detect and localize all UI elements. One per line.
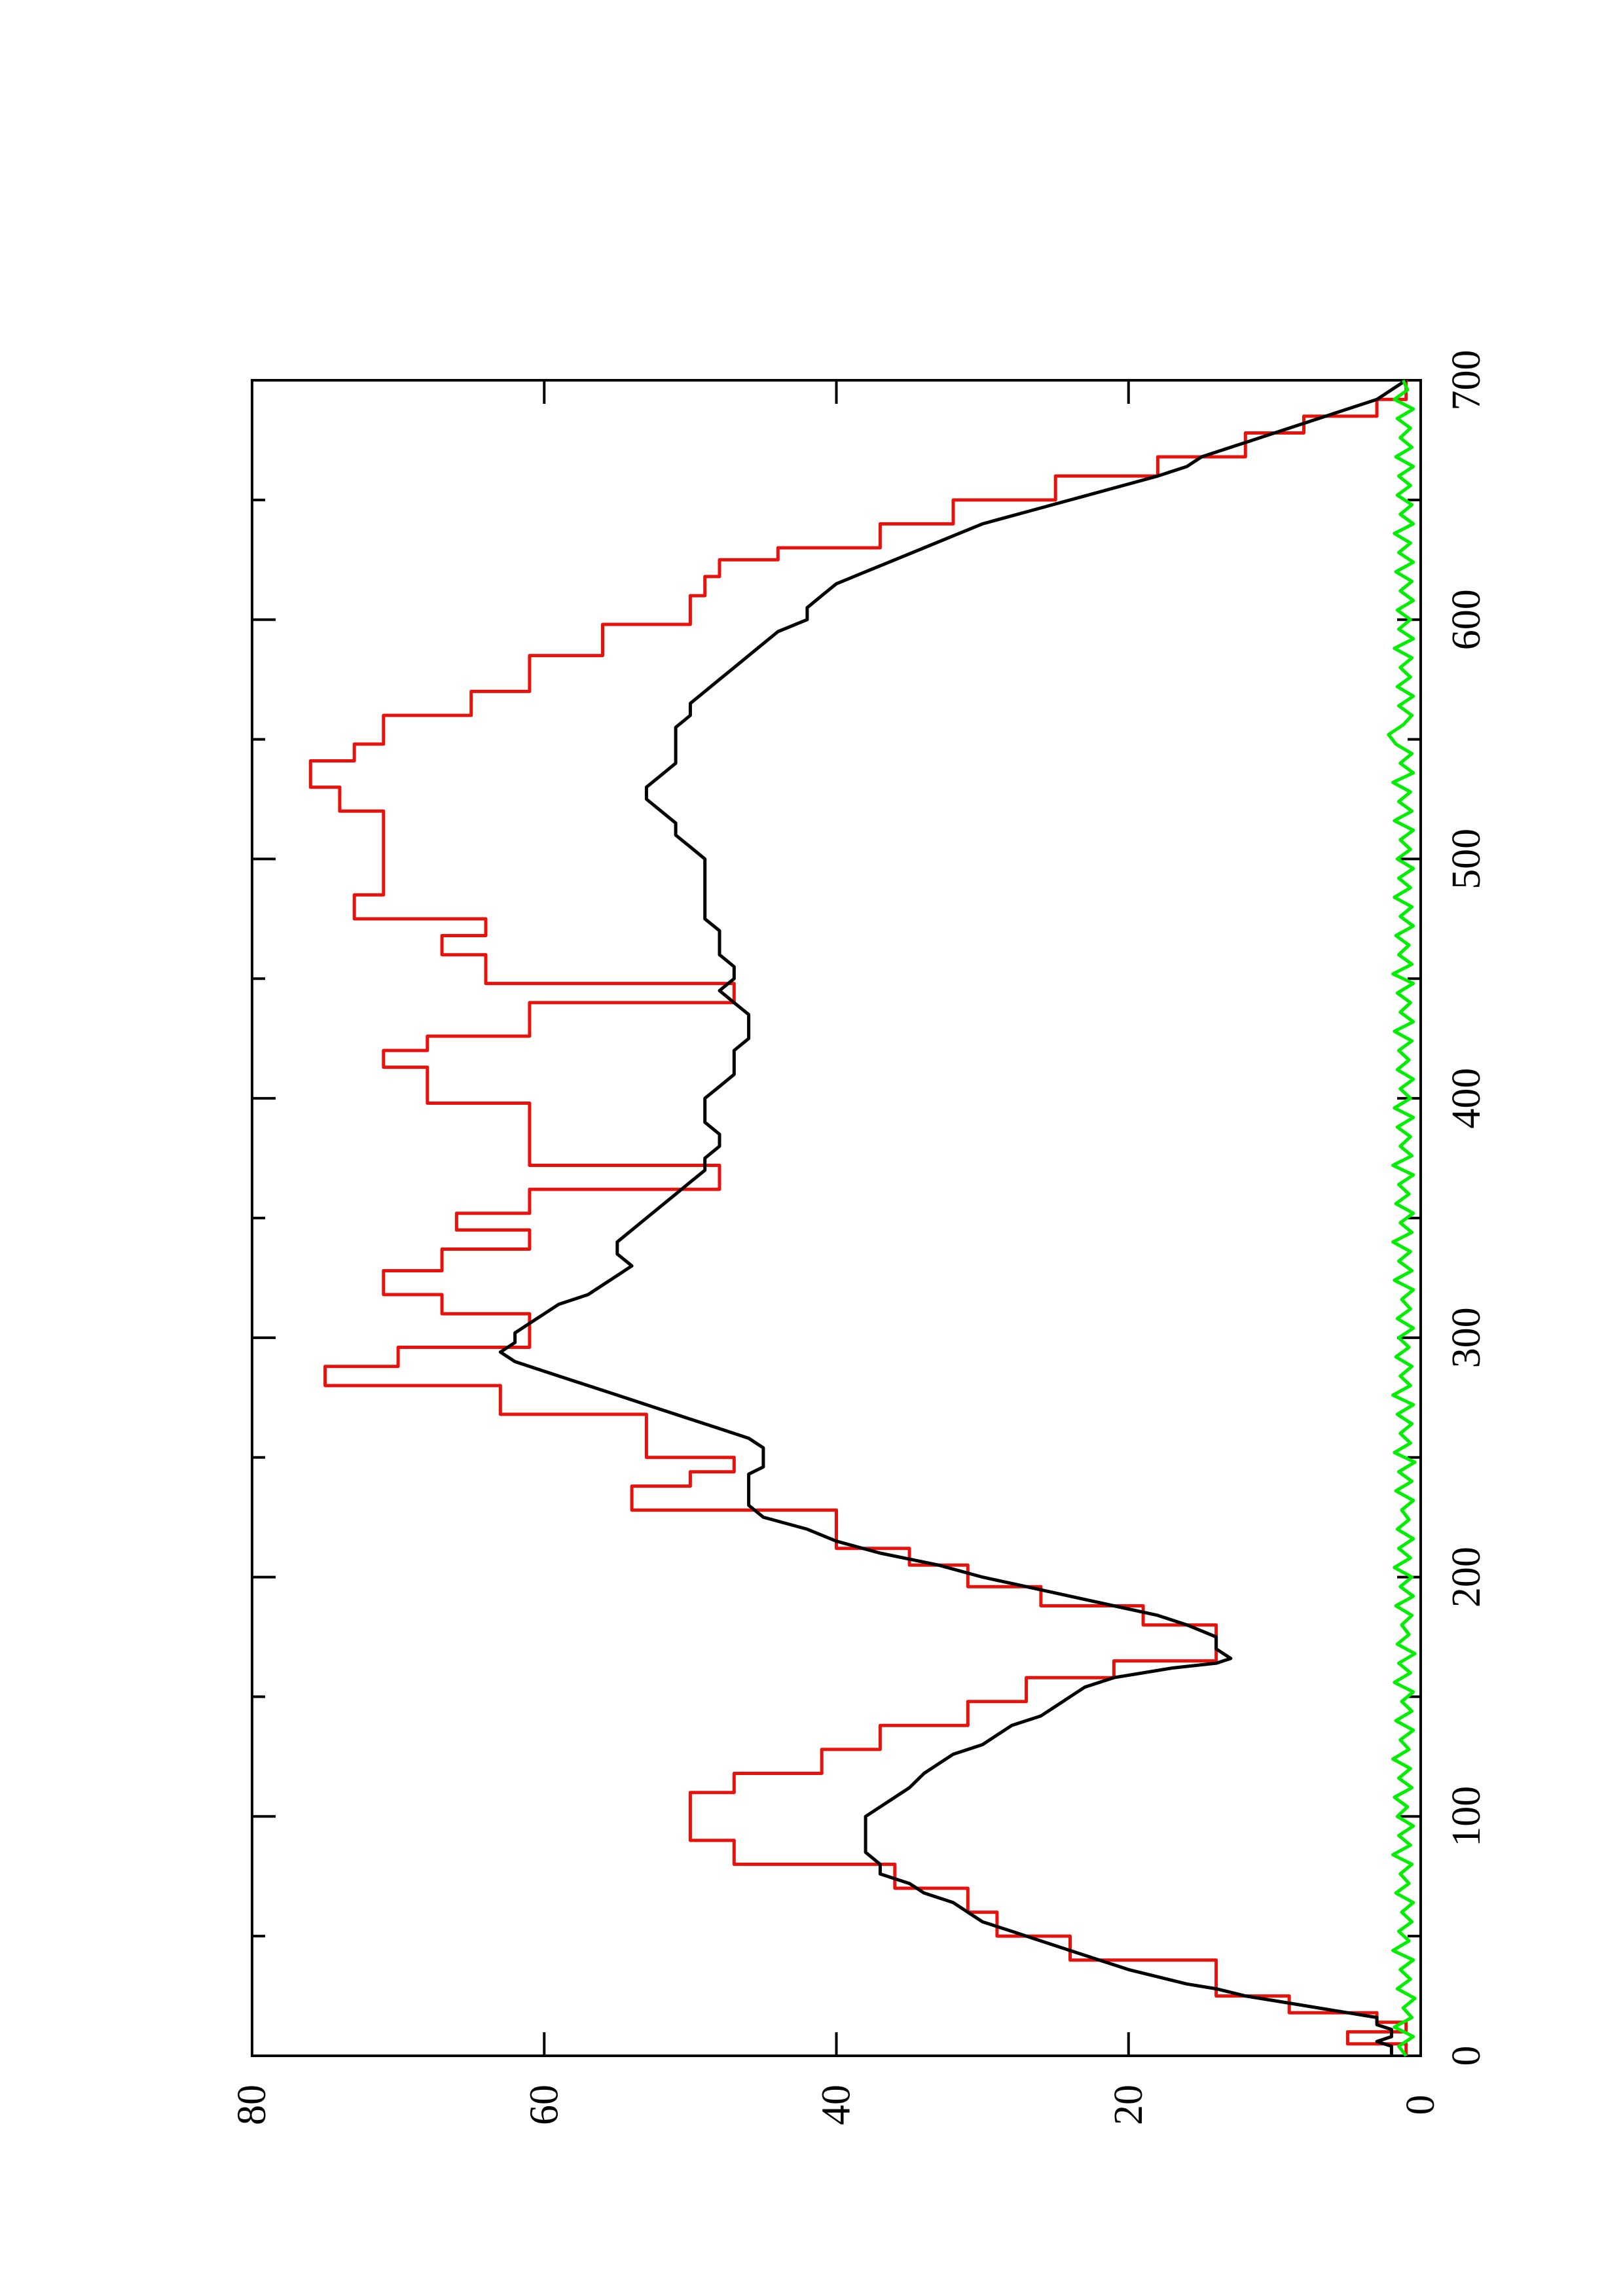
y-tick-label: 40 xyxy=(814,2085,859,2125)
series-line-2 xyxy=(498,378,1408,2056)
x-tick-label: 400 xyxy=(1444,1068,1489,1129)
plot-frame xyxy=(251,379,1422,2057)
axis-ticks xyxy=(251,379,1422,2057)
x-tick-label: 300 xyxy=(1444,1307,1489,1368)
x-tick-label: 600 xyxy=(1444,589,1489,650)
x-tick-label: 500 xyxy=(1444,829,1489,889)
x-tick-label: 0 xyxy=(1444,2046,1489,2066)
y-tick-label: 0 xyxy=(1398,2095,1443,2115)
tick-labels: 0 100 200 300 400 500 600 700 0 20 40 60 80 xyxy=(230,350,1489,2126)
y-tick-label: 60 xyxy=(522,2085,566,2125)
series-line-3 xyxy=(1387,379,1417,2057)
x-tick-label: 700 xyxy=(1444,350,1489,411)
series-line-1 xyxy=(308,380,1408,2056)
x-tick-label: 100 xyxy=(1444,1786,1489,1847)
data-series xyxy=(308,378,1417,2057)
x-tick-label: 200 xyxy=(1444,1547,1489,1607)
y-tick-label: 80 xyxy=(230,2085,274,2125)
y-tick-label: 20 xyxy=(1106,2085,1151,2125)
